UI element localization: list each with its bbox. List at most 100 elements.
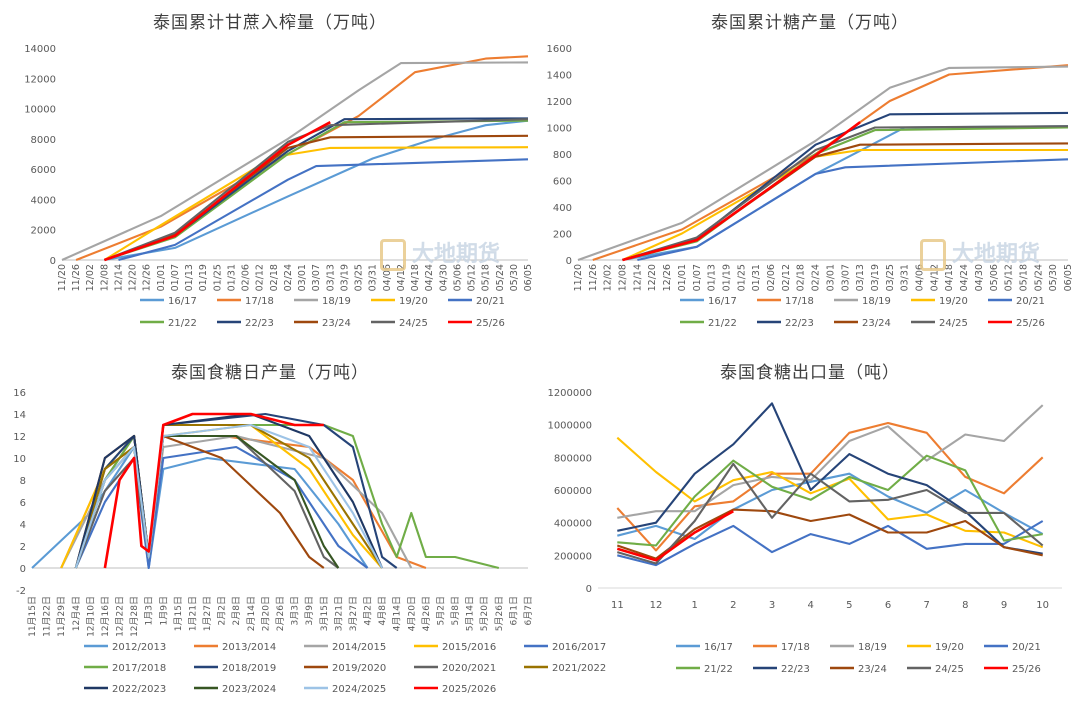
legend-label: 19/20	[399, 296, 428, 307]
x-tick-label: 4月26日	[421, 596, 432, 631]
legend-item: 21/22	[680, 318, 737, 329]
x-tick-label: 8	[962, 600, 968, 611]
x-tick-label: 05/12	[467, 264, 478, 291]
legend-item: 2012/2013	[84, 642, 166, 653]
x-tick-label: 3月21日	[333, 596, 344, 631]
x-tick-label: 03/25	[354, 264, 365, 291]
legend-item: 21/22	[140, 318, 197, 329]
legend-label: 2021/2022	[552, 663, 606, 674]
legend-label: 2020/2021	[442, 663, 496, 674]
y-tick-label: 600000	[554, 486, 592, 497]
x-tick-label: 12/08	[99, 264, 110, 291]
chart-panel-cane-crush: 泰国累计甘蔗入榨量（万吨） 0 2000 4000 6000 8000 10000 1200…	[0, 0, 540, 340]
series-line-18-19	[577, 65, 1069, 261]
x-tick-label: 11月15日	[27, 596, 38, 637]
series-line-18-19	[61, 61, 529, 261]
x-tick-label: 4月20日	[406, 596, 417, 631]
watermark-text: 大地期货	[412, 242, 501, 267]
legend-label: 2025/2026	[442, 684, 496, 695]
logo-icon	[920, 239, 946, 271]
x-tick-label: 04/06	[382, 264, 393, 291]
series-line-25-26	[622, 121, 861, 262]
legend-item: 18/19	[830, 642, 887, 653]
x-tick-label: 01/31	[751, 264, 762, 291]
chart-title: 泰国食糖出口量（吨）	[720, 363, 900, 383]
x-tick-label: 12/26	[142, 264, 153, 291]
legend-item: 25/26	[448, 318, 505, 329]
x-tick-label: 01/07	[170, 264, 181, 291]
x-tick-label: 11月22日	[42, 596, 53, 637]
x-tick-label: 1	[691, 600, 697, 611]
x-tick-label: 2	[730, 600, 736, 611]
y-tick-label: 8	[20, 476, 26, 487]
x-tick-label: 12月4日	[71, 596, 82, 631]
x-tick-label: 03/25	[885, 264, 896, 291]
x-tick-label: 03/31	[368, 264, 379, 291]
x-tick-label: 05/30	[509, 264, 520, 291]
x-tick-label: 02/18	[796, 264, 807, 291]
chart-title: 泰国累计糖产量（万吨）	[711, 13, 909, 33]
legend-label: 2024/2025	[332, 684, 386, 695]
x-tick-label: 04/12	[929, 264, 940, 291]
legend-item: 2023/2024	[194, 684, 276, 695]
x-tick-label: 1月9日	[158, 596, 169, 625]
x-tick-label: 05/06	[989, 264, 1000, 291]
series-line-24-25	[104, 118, 529, 261]
y-tick-label: 1600	[547, 44, 572, 55]
series-line-2025-2026	[103, 412, 324, 569]
y-tick-label: 1400	[547, 71, 572, 82]
legend-item: 17/18	[753, 642, 810, 653]
legend-label: 19/20	[939, 296, 968, 307]
series-line-23-24	[616, 508, 1043, 560]
x-tick-label: 06/05	[523, 264, 534, 291]
legend-item: 2015/2016	[414, 642, 496, 653]
x-tick-label: 12/20	[128, 264, 139, 291]
y-tick-label: 4	[20, 520, 26, 531]
y-tick-label: 800000	[554, 453, 592, 464]
legend-label: 2023/2024	[222, 684, 276, 695]
y-tick-label: 4000	[31, 195, 56, 206]
legend-label: 21/22	[708, 318, 737, 329]
legend-item: 2014/2015	[304, 642, 386, 653]
legend-item: 20/21	[984, 642, 1041, 653]
legend-item: 17/18	[757, 296, 814, 307]
legend-item: 25/26	[988, 318, 1045, 329]
series-line-25-26	[103, 121, 331, 262]
legend-item: 2017/2018	[84, 663, 166, 674]
x-tick-label: 04/18	[410, 264, 421, 291]
x-tick-label: 01/31	[226, 264, 237, 291]
x-tick-label: 03/19	[870, 264, 881, 291]
y-tick-label: 12000	[24, 74, 56, 85]
x-tick-label: 05/18	[481, 264, 492, 291]
x-tick-label: 2月20日	[260, 596, 271, 631]
chart-panel-sugar-cumulative: 泰国累计糖产量（万吨） 0 200 400 600 800 1000 1200 1400 160…	[540, 0, 1080, 340]
legend-label: 2017/2018	[112, 663, 166, 674]
x-tick-label: 9	[1001, 600, 1007, 611]
x-tick-label: 05/06	[452, 264, 463, 291]
x-tick-label: 11/20	[573, 264, 584, 291]
y-tick-label: 8000	[31, 135, 56, 146]
x-tick-label: 03/19	[339, 264, 350, 291]
x-tick-label: 04/18	[944, 264, 955, 291]
x-tick-label: 6月1日	[508, 596, 519, 625]
x-tick-label: 12/02	[85, 264, 96, 291]
series-line-20-21	[118, 158, 529, 262]
x-tick-label: 01/25	[212, 264, 223, 291]
legend-item: 2024/2025	[304, 684, 386, 695]
chart-svg: 0 200 400 600 800 1000 1200 1400 1600 11/20 11/26 1…	[547, 44, 1074, 329]
legend-label: 17/18	[245, 296, 274, 307]
legend-label: 22/23	[245, 318, 274, 329]
x-tick-label: 2月8日	[231, 596, 242, 625]
y-tick-label: 10000	[24, 105, 56, 116]
x-tick-label: 5月20日	[479, 596, 490, 631]
x-tick-label: 03/01	[297, 264, 308, 291]
x-tick-label: 4月8日	[377, 596, 388, 625]
x-tick-label: 1月15日	[173, 596, 184, 631]
legend-label: 22/23	[785, 318, 814, 329]
y-tick-label: 10	[13, 454, 26, 465]
x-tick-label: 04/30	[438, 264, 449, 291]
legend-item: 2016/2017	[524, 642, 606, 653]
x-tick-label: 5	[846, 600, 852, 611]
y-tick-label: 800	[553, 150, 572, 161]
